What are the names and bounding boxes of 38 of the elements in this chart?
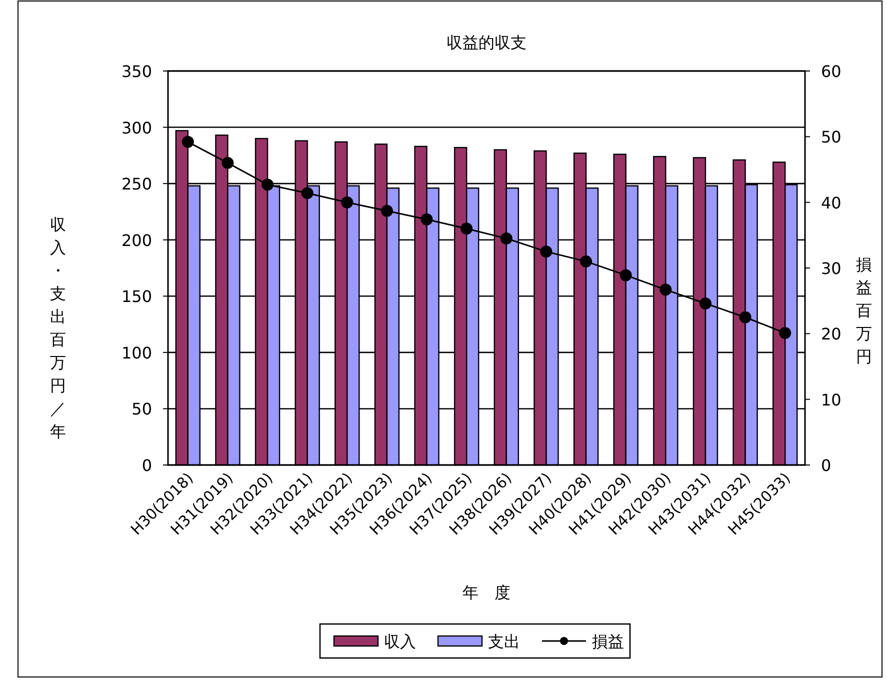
legend-label: 支出	[488, 632, 520, 651]
point	[341, 196, 354, 208]
point	[779, 327, 792, 340]
point	[660, 284, 672, 296]
y-tick-label: 350	[121, 62, 152, 81]
y-tick-label: 100	[121, 343, 152, 362]
y2-tick-label: 0	[821, 456, 832, 475]
y-tick-label: 300	[121, 118, 152, 138]
ylabel: 収入・支出百万円／年	[50, 215, 66, 441]
legend-label: 収入	[384, 632, 416, 651]
point	[380, 204, 393, 217]
point	[222, 156, 234, 169]
y-tick-label: 150	[121, 287, 152, 306]
point	[460, 222, 473, 235]
point	[500, 232, 512, 244]
legend-label: 損益	[592, 632, 624, 651]
point	[540, 246, 552, 258]
y2label: 損益百万円	[856, 255, 872, 366]
y2-tick-label: 10	[821, 390, 842, 410]
y-tick-label: 50	[132, 400, 152, 419]
y2-tick-label: 20	[821, 324, 842, 344]
y-tick-label: 200	[121, 230, 152, 250]
point	[699, 297, 712, 310]
point	[580, 255, 592, 268]
y2-tick-label: 50	[821, 128, 842, 147]
y2-tick-label: 40	[821, 193, 842, 212]
point	[620, 269, 632, 282]
point	[182, 136, 194, 148]
y-tick-label: 250	[121, 174, 152, 194]
y-tick-label: 0	[142, 456, 152, 475]
y2-tick-label: 60	[821, 62, 842, 81]
y2-tick-label: 30	[821, 259, 842, 278]
chart-title: 収益的収支	[446, 33, 526, 52]
point	[420, 213, 433, 226]
point	[301, 187, 314, 200]
point	[262, 178, 274, 191]
point	[739, 311, 752, 324]
x-axis-title: 年 度	[462, 583, 510, 602]
